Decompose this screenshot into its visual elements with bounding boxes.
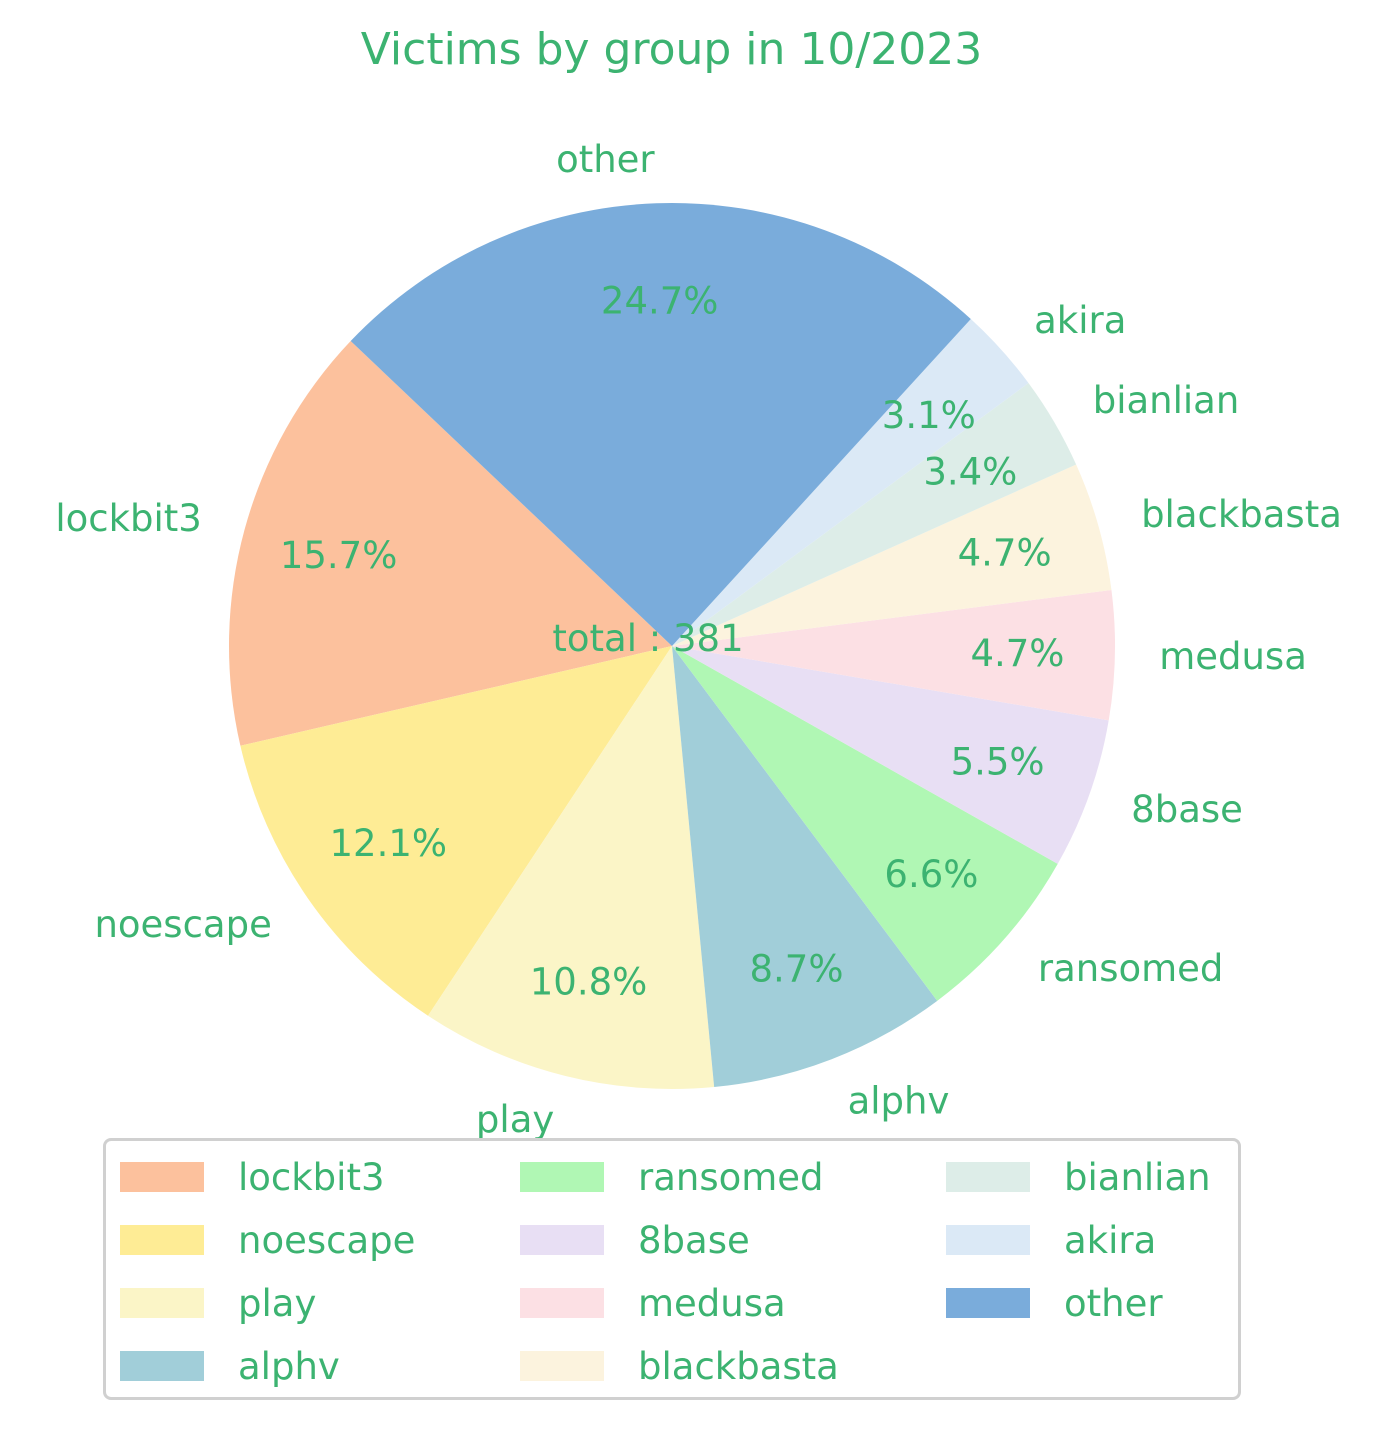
legend-swatch <box>120 1351 204 1381</box>
pie-slice-play <box>428 646 715 1089</box>
slice-name-label-bianlian: bianlian <box>1093 379 1240 422</box>
slice-name-label-blackbasta: blackbasta <box>1141 493 1342 536</box>
legend-label: other <box>1064 1281 1163 1325</box>
legend-label: noescape <box>238 1218 416 1262</box>
legend-item-8base: 8base <box>520 1218 750 1262</box>
legend-swatch <box>520 1288 604 1318</box>
pct-label-ransomed: 6.6% <box>884 853 978 896</box>
legend-item-alphv: alphv <box>120 1344 340 1388</box>
slice-name-label-akira: akira <box>1034 299 1126 342</box>
legend-label: ransomed <box>638 1155 824 1199</box>
legend-item-medusa: medusa <box>520 1281 786 1325</box>
legend-swatch <box>520 1162 604 1192</box>
pct-label-akira: 3.1% <box>882 394 976 437</box>
legend-swatch <box>520 1351 604 1381</box>
legend-item-lockbit3: lockbit3 <box>120 1155 385 1199</box>
pct-label-noescape: 12.1% <box>329 822 447 865</box>
legend-swatch <box>946 1162 1030 1192</box>
pie-slice-noescape <box>240 646 673 1016</box>
pie-slice-other <box>350 203 971 647</box>
legend-label: alphv <box>238 1344 340 1388</box>
pct-label-other: 24.7% <box>601 280 719 323</box>
legend-item-noescape: noescape <box>120 1218 416 1262</box>
legend-item-blackbasta: blackbasta <box>520 1344 839 1388</box>
pct-label-blackbasta: 4.7% <box>958 531 1052 574</box>
legend-label: play <box>238 1281 317 1325</box>
slice-name-label-ransomed: ransomed <box>1038 947 1224 990</box>
legend-item-ransomed: ransomed <box>520 1155 824 1199</box>
slice-name-label-other: other <box>556 138 655 181</box>
legend-swatch <box>946 1288 1030 1318</box>
legend-swatch <box>946 1225 1030 1255</box>
legend-label: 8base <box>638 1218 750 1262</box>
pie-slice-bianlian <box>672 382 1077 646</box>
slice-name-label-play: play <box>476 1098 554 1141</box>
legend-item-bianlian: bianlian <box>946 1155 1211 1199</box>
legend-item-akira: akira <box>946 1218 1157 1262</box>
chart-legend: lockbit3 noescape play alphv ransomed 8base me… <box>103 1138 1241 1400</box>
legend-swatch <box>520 1225 604 1255</box>
legend-item-other: other <box>946 1281 1163 1325</box>
pie-slice-medusa <box>672 590 1115 721</box>
legend-swatch <box>120 1288 204 1318</box>
pct-label-alphv: 8.7% <box>750 947 844 990</box>
slice-name-label-8base: 8base <box>1131 788 1243 831</box>
legend-label: lockbit3 <box>238 1155 385 1199</box>
legend-label: medusa <box>638 1281 786 1325</box>
slice-name-label-medusa: medusa <box>1159 635 1307 678</box>
pie-slice-lockbit3 <box>229 341 672 746</box>
pct-label-bianlian: 3.4% <box>923 451 1017 494</box>
pct-label-8base: 5.5% <box>951 741 1045 784</box>
slice-name-label-noescape: noescape <box>94 903 271 946</box>
chart-title: Victims by group in 10/2023 <box>360 24 983 75</box>
pct-label-lockbit3: 15.7% <box>280 534 398 577</box>
slice-name-label-alphv: alphv <box>848 1080 950 1123</box>
legend-swatch <box>120 1162 204 1192</box>
legend-label: blackbasta <box>638 1344 839 1388</box>
legend-label: bianlian <box>1064 1155 1211 1199</box>
legend-item-play: play <box>120 1281 317 1325</box>
slice-name-label-lockbit3: lockbit3 <box>55 497 202 540</box>
pie-slice-blackbasta <box>672 464 1112 646</box>
legend-label: akira <box>1064 1218 1157 1262</box>
pie-slice-8base <box>672 646 1109 864</box>
pie-slice-akira <box>672 318 1029 646</box>
pie-slice-alphv <box>672 646 938 1087</box>
pie-slice-ransomed <box>672 646 1058 1001</box>
pct-label-medusa: 4.7% <box>970 632 1064 675</box>
center-total-label: total : 381 <box>552 617 743 660</box>
pct-label-play: 10.8% <box>530 960 648 1003</box>
legend-swatch <box>120 1225 204 1255</box>
